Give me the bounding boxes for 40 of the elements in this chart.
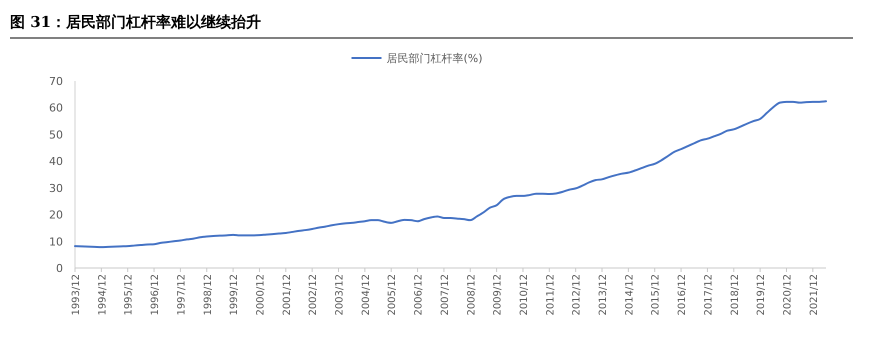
y-tick-label: 0 bbox=[56, 262, 63, 275]
x-tick-label: 2011/12 bbox=[545, 274, 556, 316]
x-tick-label: 1999/12 bbox=[229, 274, 240, 316]
y-tick-label: 70 bbox=[49, 75, 63, 88]
x-tick-label: 2020/12 bbox=[782, 274, 794, 316]
y-tick-label: 30 bbox=[49, 182, 63, 195]
x-tick-label: 2015/12 bbox=[650, 274, 662, 316]
x-tick-label: 1996/12 bbox=[150, 274, 162, 316]
x-tick-label: 2005/12 bbox=[387, 274, 398, 316]
x-tick-label: 2007/12 bbox=[440, 274, 451, 316]
x-tick-label: 2017/12 bbox=[703, 274, 714, 316]
y-tick-label: 40 bbox=[49, 155, 63, 168]
x-tick-label: 2013/12 bbox=[598, 274, 610, 316]
x-tick-label: 2000/12 bbox=[255, 274, 266, 316]
x-tick-label: 2004/12 bbox=[360, 274, 372, 316]
x-tick-label: 2002/12 bbox=[308, 274, 320, 316]
x-tick-label: 2012/12 bbox=[572, 274, 583, 316]
chart-title: 图 31：居民部门杠杆率难以继续抬升 bbox=[10, 13, 262, 31]
y-tick-label: 20 bbox=[49, 208, 63, 222]
x-tick-label: 2006/12 bbox=[414, 274, 425, 316]
x-tick-label: 2016/12 bbox=[677, 274, 688, 316]
x-tick-label: 1997/12 bbox=[176, 274, 188, 316]
x-tick-label: 2019/12 bbox=[756, 274, 768, 316]
x-tick-label: 1994/12 bbox=[97, 274, 108, 316]
x-tick-label: 2003/12 bbox=[334, 274, 346, 316]
x-tick-label: 1995/12 bbox=[124, 274, 135, 316]
x-tick-label: 2001/12 bbox=[282, 274, 293, 316]
x-tick-label: 2009/12 bbox=[492, 274, 504, 316]
x-tick-label: 2014/12 bbox=[624, 274, 636, 316]
y-tick-label: 60 bbox=[49, 102, 63, 115]
x-tick-label: 1993/12 bbox=[71, 274, 82, 316]
line-series bbox=[74, 100, 827, 248]
y-tick-label: 50 bbox=[49, 128, 63, 142]
x-tick-label: 2010/12 bbox=[518, 274, 530, 316]
legend-label: 居民部门杠杆率(%) bbox=[386, 52, 483, 65]
x-tick-label: 2018/12 bbox=[730, 274, 741, 316]
y-tick-label: 10 bbox=[49, 235, 63, 248]
x-tick-label: 1998/12 bbox=[202, 274, 214, 316]
x-tick-label: 2008/12 bbox=[466, 274, 478, 316]
x-tick-label: 2021/12 bbox=[808, 274, 820, 316]
